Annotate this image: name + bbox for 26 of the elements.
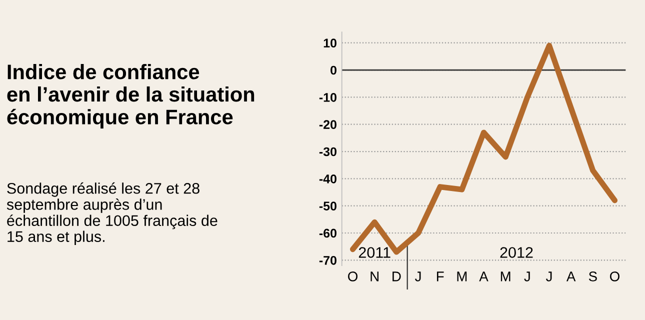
y-tick-label: -30: [319, 147, 336, 156]
x-tick-label: M: [457, 272, 467, 282]
text: Sondage réalisé les 27 et 28 septembre auprès d’un échantillon de 1005 français de 15 ans et plus.: [6, 182, 218, 246]
y-tick-label: 0: [330, 66, 336, 75]
x-tick-label: O: [610, 272, 620, 282]
x-tick-label: J: [415, 272, 421, 282]
x-tick-label: A: [566, 272, 576, 282]
y-tick-label: -20: [319, 120, 336, 130]
annotation: 2012: [500, 247, 533, 258]
x-tick-label: J: [546, 272, 552, 282]
x-tick-label: A: [479, 272, 488, 282]
annotation: 2011: [358, 247, 390, 258]
text: Indice de confiance en l’avenir de la situation économique en France: [7, 64, 254, 129]
y-tick-label: 10: [324, 38, 336, 48]
x-tick-label: D: [392, 272, 401, 282]
y-tick-label: -40: [319, 174, 336, 184]
x-tick-label: S: [588, 272, 597, 282]
x-tick-label: N: [370, 272, 378, 282]
y-tick-label: -70: [319, 256, 336, 265]
x-tick-label: J: [524, 272, 530, 282]
y-tick-label: -10: [319, 92, 336, 102]
y-tick-label: -60: [319, 228, 336, 238]
x-tick-label: O: [348, 272, 358, 282]
x-tick-label: F: [436, 272, 444, 282]
x-tick-label: M: [500, 272, 510, 282]
y-tick-label: -50: [319, 202, 336, 210]
